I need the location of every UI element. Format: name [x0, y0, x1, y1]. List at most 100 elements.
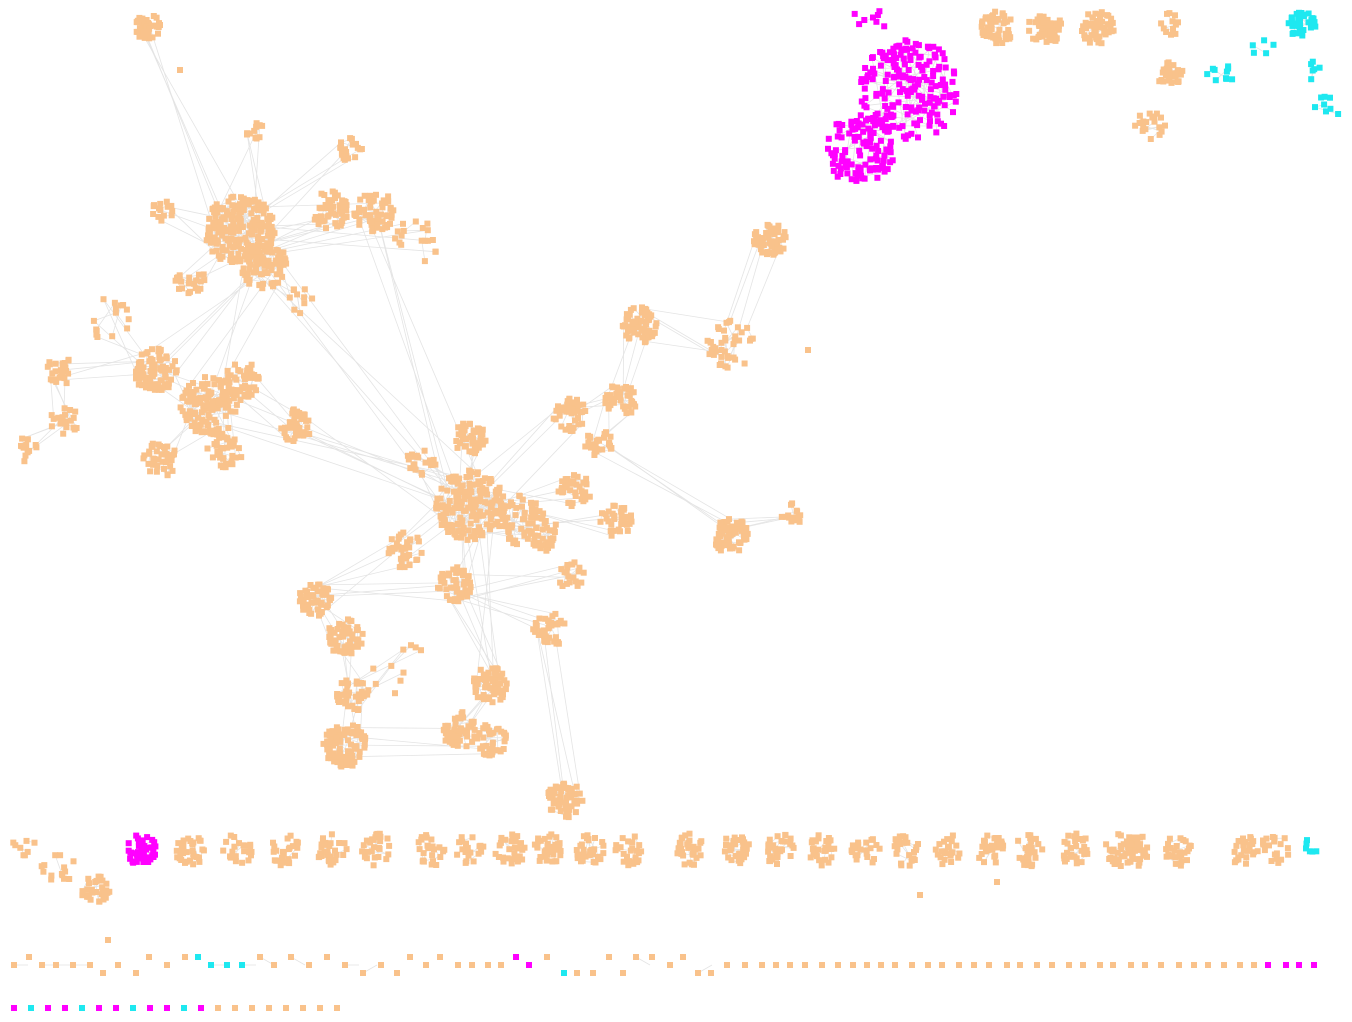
node [41, 862, 48, 869]
node [749, 335, 756, 342]
node [912, 49, 919, 56]
node [628, 859, 635, 866]
node [856, 21, 863, 28]
node [599, 839, 606, 845]
node [379, 200, 386, 207]
node [584, 832, 591, 839]
node [991, 32, 997, 39]
node [556, 840, 563, 847]
node [229, 452, 236, 459]
node [225, 404, 232, 411]
node [463, 730, 469, 737]
node [240, 203, 247, 210]
node [547, 535, 554, 542]
node [314, 588, 321, 595]
node [466, 588, 473, 595]
node [242, 198, 249, 205]
node [613, 842, 620, 849]
node [440, 511, 447, 518]
node [576, 483, 583, 490]
node [473, 516, 480, 523]
node [562, 426, 569, 433]
node [738, 518, 745, 525]
node [452, 721, 459, 728]
node [477, 441, 484, 447]
node [862, 65, 869, 71]
node [865, 125, 872, 132]
node [136, 375, 143, 382]
node [353, 678, 360, 685]
node [93, 877, 100, 884]
node [214, 428, 221, 435]
node [466, 420, 473, 427]
node [281, 430, 288, 437]
node [856, 147, 863, 154]
node [24, 436, 31, 443]
node [424, 220, 431, 227]
node [334, 759, 341, 766]
node [345, 748, 351, 755]
node [755, 234, 761, 241]
node [445, 521, 452, 528]
node [861, 85, 868, 92]
node [459, 482, 466, 489]
node [416, 846, 423, 853]
node [501, 677, 508, 684]
node [489, 741, 496, 748]
node [406, 561, 413, 568]
node [557, 852, 564, 859]
node [483, 742, 490, 749]
node [985, 30, 992, 37]
node [50, 415, 57, 422]
node [1035, 34, 1042, 40]
node [724, 518, 731, 525]
node [743, 845, 750, 852]
node [447, 584, 454, 591]
node [62, 364, 69, 371]
node [283, 260, 290, 267]
node [492, 508, 499, 515]
node [631, 401, 637, 408]
node [187, 408, 194, 415]
node [345, 680, 351, 687]
node [1092, 10, 1099, 17]
node [404, 539, 411, 546]
node [1088, 20, 1095, 27]
node [474, 694, 481, 701]
node [579, 420, 586, 427]
node [849, 126, 856, 133]
node [452, 531, 459, 538]
node [303, 593, 310, 600]
node [187, 857, 193, 864]
node [225, 228, 231, 235]
node [395, 535, 402, 542]
node [1229, 76, 1236, 83]
edge [375, 211, 459, 532]
node [580, 851, 587, 858]
node [246, 280, 253, 287]
node [572, 809, 579, 816]
node [324, 848, 331, 855]
node [163, 458, 170, 465]
node [228, 236, 235, 243]
node [274, 260, 281, 267]
node [1263, 50, 1270, 57]
node [334, 223, 341, 230]
node [889, 56, 896, 63]
edge [103, 299, 137, 372]
node [227, 853, 233, 860]
node [1172, 21, 1179, 28]
node [519, 503, 525, 510]
node [619, 835, 626, 842]
node [487, 745, 494, 752]
node [548, 542, 555, 549]
node [356, 209, 363, 215]
node [578, 858, 584, 865]
node [93, 327, 100, 334]
node [601, 434, 607, 441]
node [1040, 19, 1047, 26]
node [978, 23, 985, 30]
node [289, 843, 296, 850]
node [480, 671, 487, 678]
node [864, 854, 871, 860]
